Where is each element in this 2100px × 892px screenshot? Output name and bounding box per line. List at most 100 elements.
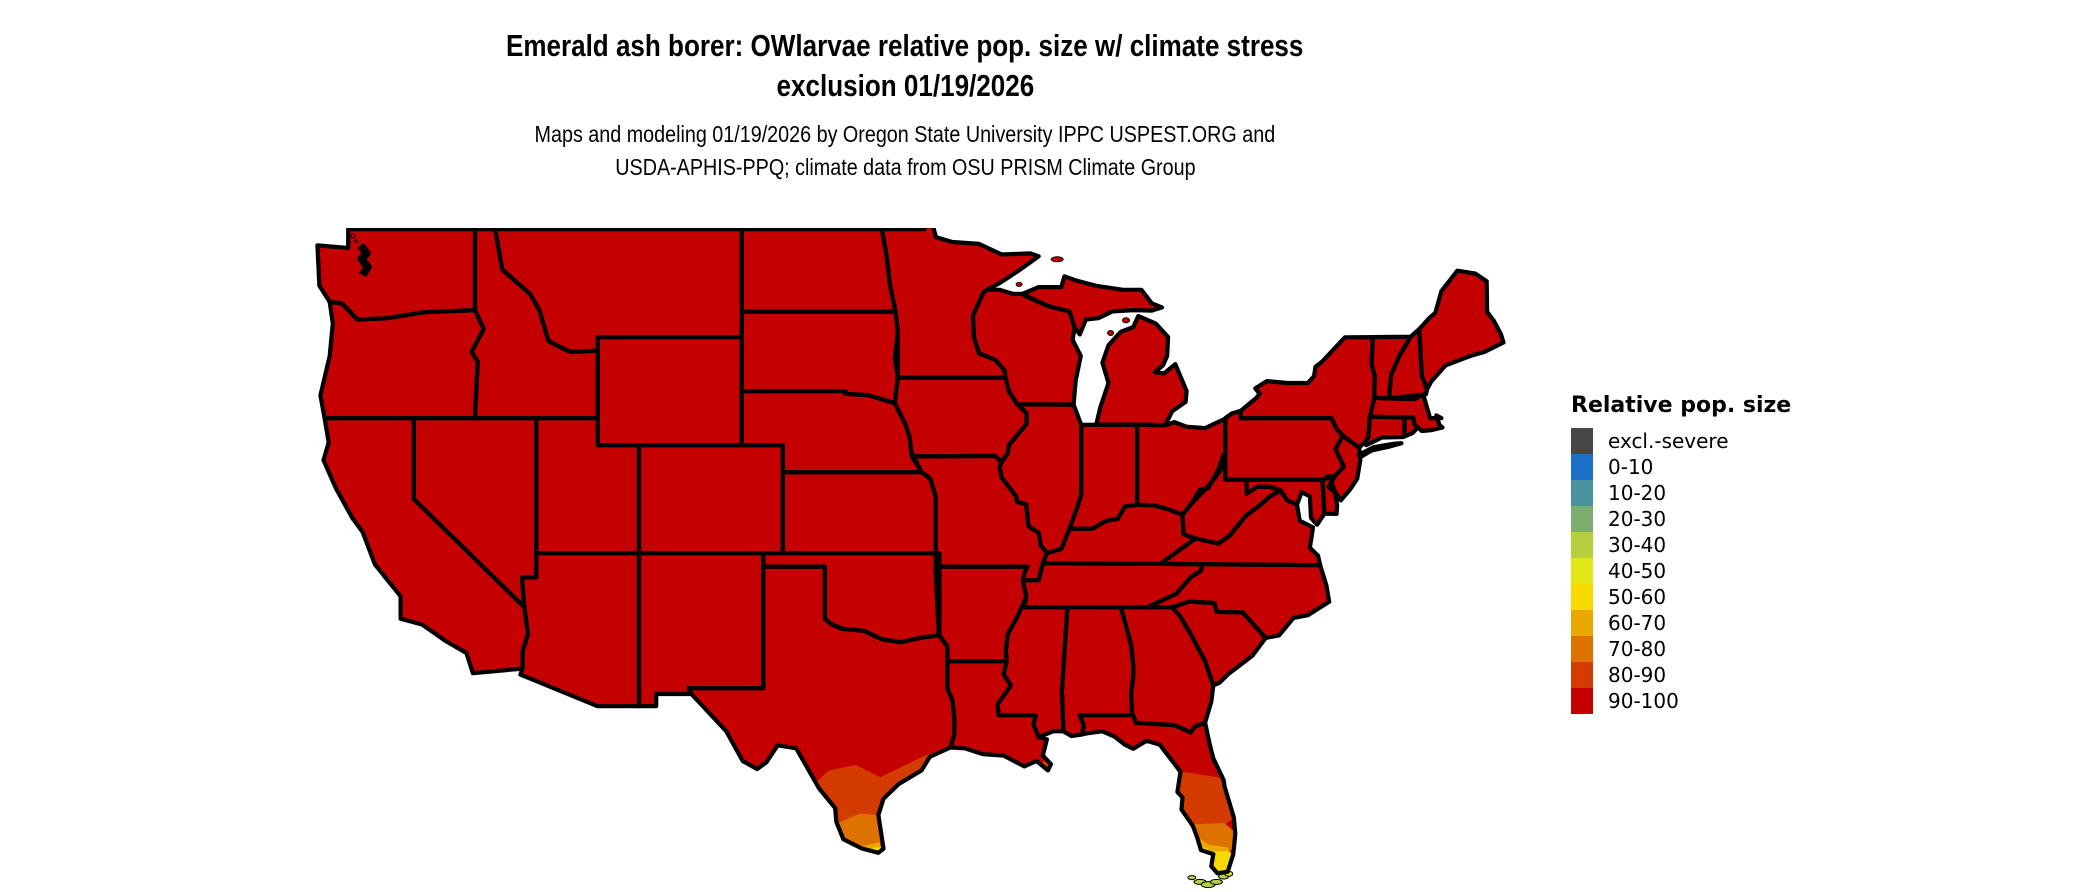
- legend-swatch: [1571, 506, 1593, 532]
- legend-item: 50-60: [1571, 584, 1791, 610]
- state-il-fill: [999, 404, 1082, 554]
- state-ga-fill: [1120, 607, 1214, 733]
- state-tx-border: [686, 564, 957, 855]
- state-sd-fill: [741, 311, 898, 404]
- legend-label: 0-10: [1608, 455, 1654, 479]
- state-az-fill: [520, 553, 639, 707]
- legend-swatch: [1571, 532, 1593, 558]
- island-dot: [1209, 878, 1223, 885]
- legend-label: 10-20: [1608, 481, 1667, 505]
- overlay-fl-80-90: [1172, 766, 1234, 829]
- legend-swatch: [1571, 636, 1593, 662]
- state-borders-layer: [315, 216, 1506, 876]
- state-ut-fill: [536, 418, 639, 554]
- island-dot: [353, 239, 359, 244]
- state-wy-fill: [597, 337, 742, 446]
- state-li-border: [1356, 441, 1404, 460]
- state-ny-fill: [1240, 337, 1375, 448]
- island-dot: [1187, 875, 1197, 881]
- legend-item: 90-100: [1571, 688, 1791, 714]
- state-md-fill: [1246, 479, 1325, 525]
- legend-item: 70-80: [1571, 636, 1791, 662]
- state-md-border: [1244, 477, 1327, 527]
- state-ne-fill: [741, 391, 922, 473]
- legend-item: 40-50: [1571, 558, 1791, 584]
- legend-items: excl.-severe 0-10 10-20 20-30 30-40 40-50 50-6…: [1571, 428, 1791, 714]
- legend-item: excl.-severe: [1571, 428, 1791, 454]
- island-dot: [1122, 317, 1130, 324]
- legend-swatch: [1571, 662, 1593, 688]
- subtitle-line-2: USDA-APHIS-PPQ; climate data from OSU PR…: [614, 154, 1196, 180]
- islands-and-keys: [350, 233, 1234, 889]
- legend-swatch: [1571, 688, 1593, 714]
- legend-swatch: [1571, 610, 1593, 636]
- legend-item: 20-30: [1571, 506, 1791, 532]
- state-wa-fill: [317, 229, 475, 320]
- state-mil-fill: [1096, 316, 1187, 426]
- us-map: [315, 216, 1506, 889]
- state-al-fill: [1061, 607, 1134, 737]
- state-ct-fill: [1365, 416, 1405, 446]
- legend-label: 20-30: [1608, 507, 1667, 531]
- legend-title: Relative pop. size: [1571, 393, 1792, 418]
- state-me-fill: [1419, 270, 1504, 390]
- puget-sound-coast: [357, 242, 372, 278]
- state-nv-fill: [413, 418, 537, 608]
- legend-item: 10-20: [1571, 480, 1791, 506]
- legend-swatch: [1571, 558, 1593, 584]
- state-wi-border: [970, 287, 1083, 407]
- state-fl-border: [1077, 713, 1238, 876]
- legend-label: 30-40: [1608, 533, 1667, 557]
- state-pa-fill: [1225, 410, 1344, 480]
- state-or-fill: [320, 302, 484, 419]
- state-wv-fill: [1182, 454, 1281, 544]
- island-dot: [350, 233, 356, 239]
- title-line-2: exclusion 01/19/2026: [776, 68, 1034, 103]
- state-nd-fill: [741, 229, 896, 312]
- us-map-container: [300, 216, 1545, 892]
- legend-item: 60-70: [1571, 610, 1791, 636]
- state-ms-fill: [997, 596, 1068, 738]
- legend-item: 80-90: [1571, 662, 1791, 688]
- state-nm-fill: [639, 553, 764, 707]
- state-mn-fill: [881, 218, 1039, 378]
- state-ma-border: [1367, 392, 1445, 434]
- overlay-fl-70-80: [1187, 823, 1234, 855]
- legend-label: 90-100: [1608, 689, 1679, 713]
- state-nc-fill: [1147, 564, 1330, 638]
- state-ar-fill: [935, 566, 1028, 662]
- overlay-tx-80-90: [812, 754, 936, 824]
- legend-item: 30-40: [1571, 532, 1791, 558]
- subtitle-line-1: Maps and modeling 01/19/2026 by Oregon S…: [534, 121, 1276, 147]
- state-tn-fill: [1022, 563, 1202, 608]
- legend-label: 70-80: [1608, 637, 1667, 661]
- state-ia-fill: [894, 377, 1027, 462]
- state-mil-border: [1094, 313, 1189, 428]
- legend-swatch: [1571, 454, 1593, 480]
- state-ok-fill: [763, 553, 940, 643]
- legend-label: 50-60: [1608, 585, 1667, 609]
- state-miu-border: [1020, 274, 1165, 337]
- state-in-fill: [1069, 424, 1138, 529]
- title-line-1: Emerald ash borer: OWlarvae relative pop…: [506, 28, 1304, 63]
- state-de-fill: [1322, 476, 1338, 514]
- state-wi-fill: [972, 289, 1081, 405]
- legend-item: 0-10: [1571, 454, 1791, 480]
- overlay-fl-60-70: [1195, 836, 1230, 856]
- legend-label: 80-90: [1608, 663, 1667, 687]
- legend-swatch: [1571, 428, 1593, 454]
- island-dot: [1050, 256, 1064, 263]
- state-va-fill: [1160, 490, 1321, 566]
- legend-swatch: [1571, 480, 1593, 506]
- state-me-border: [1417, 268, 1506, 392]
- page-title: Emerald ash borer: OWlarvae relative pop…: [290, 26, 1520, 106]
- state-ri-fill: [1403, 417, 1418, 437]
- state-ky-fill: [1042, 504, 1196, 564]
- legend-label: 60-70: [1608, 611, 1667, 635]
- states-fill-layer: [317, 218, 1504, 874]
- page-subtitle: Maps and modeling 01/19/2026 by Oregon S…: [290, 118, 1520, 184]
- legend-swatch: [1571, 584, 1593, 610]
- state-nh-fill: [1389, 329, 1428, 399]
- state-id-fill: [471, 229, 598, 419]
